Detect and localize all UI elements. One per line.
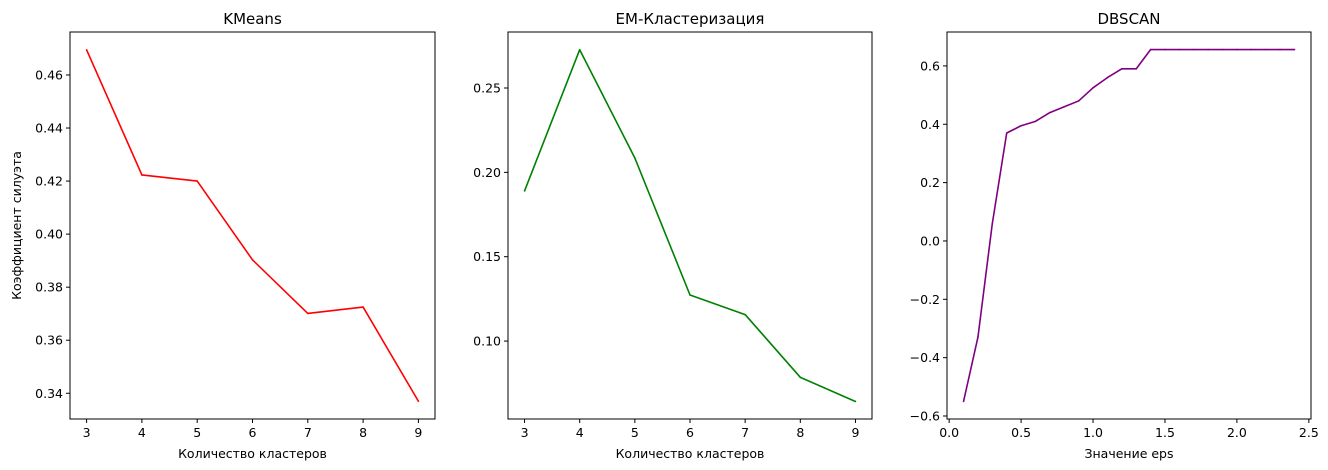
data-point xyxy=(1264,48,1267,51)
series-line xyxy=(523,48,856,403)
y-tick-label: 0.42 xyxy=(35,174,63,189)
plot-area xyxy=(523,48,857,403)
x-tick-label: 5 xyxy=(193,425,201,440)
data-point xyxy=(417,400,420,403)
x-tick-label: 1.5 xyxy=(1155,425,1175,440)
x-tick-label: 8 xyxy=(359,425,367,440)
data-point xyxy=(1236,48,1238,51)
data-point xyxy=(1135,68,1137,70)
y-tick-label: −0.2 xyxy=(910,292,940,307)
chart-title: EM-Кластеризация xyxy=(616,10,765,28)
data-point xyxy=(362,306,364,308)
y-tick-label: 0.6 xyxy=(920,58,940,73)
data-point xyxy=(1178,48,1181,51)
x-tick-label: 4 xyxy=(576,425,584,440)
y-tick-label: 0.38 xyxy=(35,280,63,295)
x-tick-label: 7 xyxy=(304,425,312,440)
axis-ticks: 3 4 5 6 7 8 9 0.34 0.36 0.38 0.40 0.42 0.44 0.46 xyxy=(35,67,422,440)
data-point xyxy=(141,174,143,176)
x-axis-label: Значение eps xyxy=(1084,446,1173,461)
data-point xyxy=(1279,48,1281,51)
data-point xyxy=(744,313,746,316)
y-tick-label: 0.46 xyxy=(35,67,63,82)
data-point xyxy=(578,48,581,51)
series-line xyxy=(962,48,1295,402)
x-tick-label: 5 xyxy=(631,425,639,440)
data-point xyxy=(1005,132,1008,134)
x-tick-label: 6 xyxy=(686,425,694,440)
data-point xyxy=(196,180,198,182)
axis-ticks: 3 4 5 6 7 8 9 0.10 0.15 0.20 0.25 xyxy=(473,81,859,440)
data-point xyxy=(991,222,994,225)
x-tick-label: 2.0 xyxy=(1227,425,1247,440)
data-point xyxy=(251,259,254,261)
data-point xyxy=(1092,87,1094,89)
x-tick-label: 6 xyxy=(249,425,257,440)
y-tick-label: −0.4 xyxy=(910,350,940,365)
x-tick-label: 2.5 xyxy=(1299,425,1319,440)
x-tick-label: 7 xyxy=(741,425,749,440)
y-tick-label: 0.44 xyxy=(35,121,63,136)
axes-frame xyxy=(507,31,873,420)
y-tick-label: 0.2 xyxy=(920,175,940,190)
data-point xyxy=(523,190,526,192)
y-tick-label: 0.34 xyxy=(35,386,63,401)
kmeans-panel: KMeans Количество кластеров Коэффициент … xyxy=(9,10,436,461)
x-tick-label: 9 xyxy=(414,425,422,440)
y-tick-label: −0.6 xyxy=(910,408,940,423)
x-tick-label: 8 xyxy=(796,425,804,440)
em-panel: EM-Кластеризация Количество кластеров 3 4… xyxy=(473,10,873,461)
series-line xyxy=(85,49,420,402)
data-point xyxy=(1293,48,1296,51)
data-point xyxy=(1149,48,1152,51)
y-tick-label: 0.36 xyxy=(35,333,63,348)
data-point xyxy=(799,376,802,379)
y-tick-label: 0.20 xyxy=(473,165,501,180)
data-point xyxy=(854,400,857,403)
x-tick-label: 1.0 xyxy=(1083,425,1103,440)
y-tick-label: 0.10 xyxy=(473,334,501,349)
y-tick-label: 0.25 xyxy=(473,81,501,96)
data-point xyxy=(1221,48,1224,51)
data-point xyxy=(85,48,88,51)
y-tick-label: 0.4 xyxy=(920,117,940,132)
dbscan-panel: DBSCAN Значение eps 0.0 0.5 1.0 1.5 2.0 2.5 −0… xyxy=(910,10,1319,461)
axis-ticks: 0.0 0.5 1.0 1.5 2.0 2.5 −0.6 −0.4 −0.2 0.0 0.2 0.4 0… xyxy=(910,58,1319,440)
chart-title: DBSCAN xyxy=(1097,10,1160,28)
data-point xyxy=(962,400,965,403)
x-tick-label: 4 xyxy=(138,425,146,440)
data-point xyxy=(977,336,979,339)
x-tick-label: 9 xyxy=(851,425,859,440)
data-point xyxy=(1049,111,1051,114)
y-tick-label: 0.40 xyxy=(35,227,63,242)
axes-frame xyxy=(69,31,436,420)
axes-frame xyxy=(946,31,1312,420)
data-point xyxy=(1020,124,1022,127)
data-point xyxy=(1121,68,1123,70)
data-point xyxy=(1034,120,1037,123)
chart-title: KMeans xyxy=(223,10,282,28)
data-point xyxy=(1077,100,1080,102)
data-point xyxy=(307,312,309,315)
data-point xyxy=(1164,48,1166,51)
data-point xyxy=(1063,105,1066,108)
data-point xyxy=(1106,76,1109,79)
data-point xyxy=(634,157,636,159)
x-axis-label: Количество кластеров xyxy=(616,446,765,461)
data-point xyxy=(1250,48,1253,51)
x-tick-label: 3 xyxy=(83,425,91,440)
plot-area xyxy=(85,48,420,403)
data-point xyxy=(1192,48,1195,51)
x-tick-label: 3 xyxy=(521,425,529,440)
data-point xyxy=(689,294,691,296)
plot-area xyxy=(962,48,1296,403)
y-tick-label: 0.15 xyxy=(473,249,501,264)
x-tick-label: 0.0 xyxy=(939,425,959,440)
data-point xyxy=(1207,48,1209,51)
y-axis-label: Коэффициент силуэта xyxy=(9,151,24,300)
y-tick-label: 0.0 xyxy=(920,233,940,248)
x-tick-label: 0.5 xyxy=(1011,425,1031,440)
x-axis-label: Количество кластеров xyxy=(178,446,327,461)
